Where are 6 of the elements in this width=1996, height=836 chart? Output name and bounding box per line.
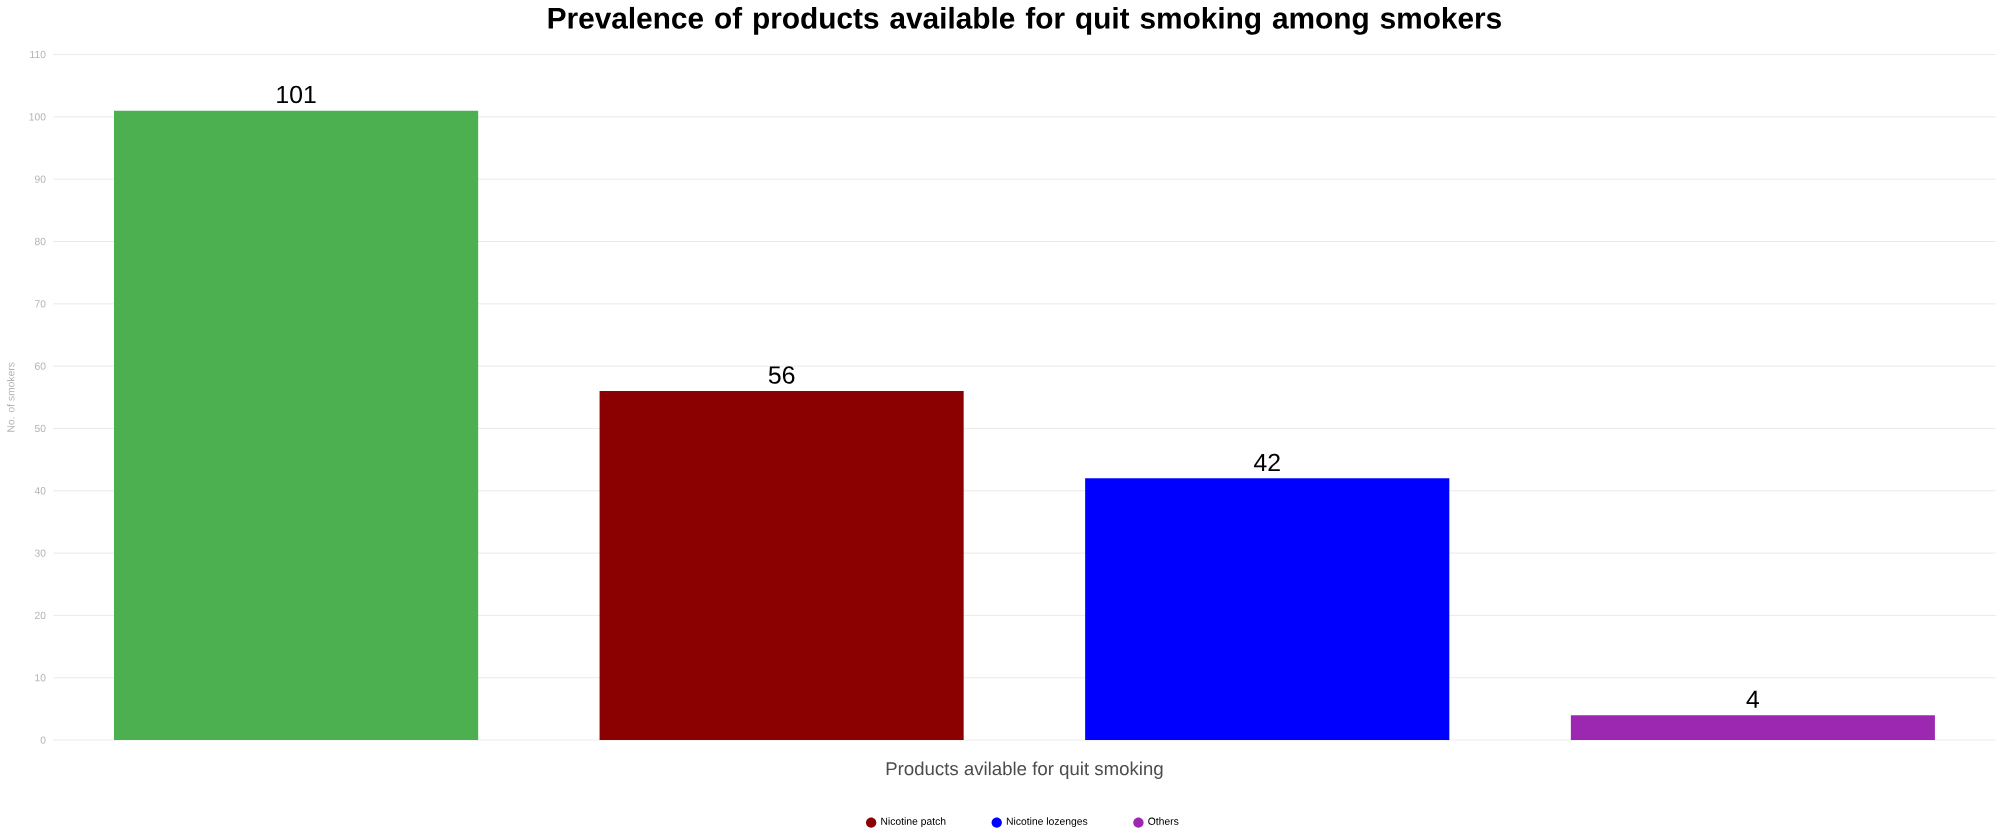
data-label: 101 (277, 85, 316, 104)
data-label: 42 (1254, 453, 1280, 471)
data-label: 4 (1746, 690, 1759, 708)
data-label: 56 (768, 366, 795, 384)
x-axis-title: Products avilable for quit smoking (886, 761, 1163, 779)
chart-title: Prevalence of products available for quit smoking among smokers (548, 6, 1501, 35)
